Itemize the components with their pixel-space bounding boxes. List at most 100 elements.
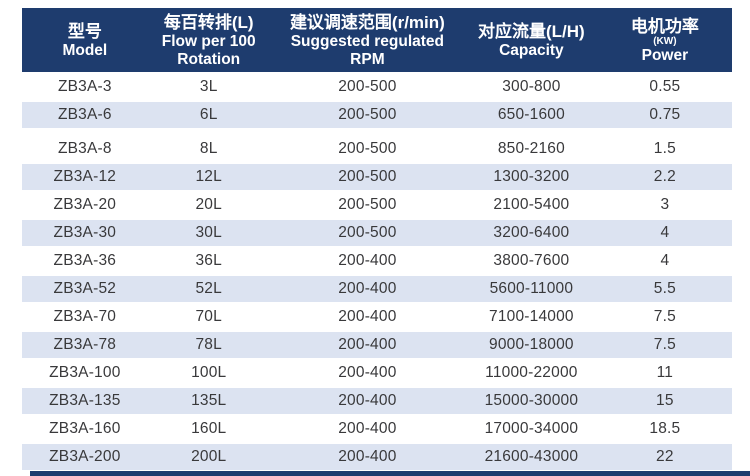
- cell-model: ZB3A-200: [22, 444, 148, 470]
- cell-suggested-rpm: 200-400: [269, 360, 465, 386]
- cell-power: 2.2: [597, 164, 732, 190]
- cell-model: ZB3A-100: [22, 360, 148, 386]
- row-gap-spacer: [22, 130, 732, 134]
- cell-model: ZB3A-3: [22, 74, 148, 100]
- cell-suggested-rpm: 200-500: [269, 102, 465, 128]
- table-row: ZB3A-100 100L 200-400 11000-22000 11: [22, 360, 732, 386]
- header-cell-power: 电机功率 (KW) Power: [597, 8, 732, 72]
- cell-capacity: 3800-7600: [465, 248, 598, 274]
- header-cell-suggested-rpm: 建议调速范围(r/min) Suggested regulated RPM: [269, 8, 465, 72]
- cell-capacity: 21600-43000: [465, 444, 598, 470]
- bottom-accent-bar: [30, 471, 750, 476]
- header-line: (KW): [653, 35, 677, 47]
- cell-power: 11: [597, 360, 732, 386]
- table-row: ZB3A-78 78L 200-400 9000-18000 7.5: [22, 332, 732, 358]
- cell-flow-per-100-rotation: 6L: [147, 102, 270, 128]
- cell-power: 7.5: [597, 304, 732, 330]
- table-row: ZB3A-30 30L 200-500 3200-6400 4: [22, 220, 732, 246]
- cell-suggested-rpm: 200-400: [269, 388, 465, 414]
- header-line: Capacity: [499, 41, 564, 59]
- cell-capacity: 850-2160: [465, 136, 598, 162]
- cell-flow-per-100-rotation: 3L: [147, 74, 270, 100]
- cell-model: ZB3A-78: [22, 332, 148, 358]
- cell-flow-per-100-rotation: 30L: [147, 220, 270, 246]
- cell-flow-per-100-rotation: 52L: [147, 276, 270, 302]
- cell-suggested-rpm: 200-400: [269, 304, 465, 330]
- table-row: ZB3A-200 200L 200-400 21600-43000 22: [22, 444, 732, 470]
- cell-power: 4: [597, 220, 732, 246]
- cell-capacity: 5600-11000: [465, 276, 598, 302]
- cell-suggested-rpm: 200-500: [269, 136, 465, 162]
- cell-suggested-rpm: 200-500: [269, 164, 465, 190]
- cell-power: 7.5: [597, 332, 732, 358]
- table-row: ZB3A-8 8L 200-500 850-2160 1.5: [22, 136, 732, 162]
- header-cell-flow-per-100-rotation: 每百转排(L) Flow per 100 Rotation: [147, 8, 270, 72]
- cell-flow-per-100-rotation: 12L: [147, 164, 270, 190]
- cell-capacity: 11000-22000: [465, 360, 598, 386]
- cell-suggested-rpm: 200-500: [269, 74, 465, 100]
- table-row: ZB3A-36 36L 200-400 3800-7600 4: [22, 248, 732, 274]
- cell-capacity: 15000-30000: [465, 388, 598, 414]
- table-row: ZB3A-160 160L 200-400 17000-34000 18.5: [22, 416, 732, 442]
- header-cell-capacity: 对应流量(L/H) Capacity: [465, 8, 598, 72]
- cell-suggested-rpm: 200-400: [269, 276, 465, 302]
- header-line: Suggested regulated: [290, 32, 445, 50]
- cell-model: ZB3A-12: [22, 164, 148, 190]
- header-line: 型号: [67, 21, 102, 41]
- header-line: 每百转排(L): [163, 12, 254, 32]
- cell-model: ZB3A-135: [22, 388, 148, 414]
- cell-model: ZB3A-160: [22, 416, 148, 442]
- table-body: ZB3A-3 3L 200-500 300-800 0.55 ZB3A-6 6L 200-50…: [22, 74, 732, 470]
- cell-model: ZB3A-6: [22, 102, 148, 128]
- table-row: ZB3A-12 12L 200-500 1300-3200 2.2: [22, 164, 732, 190]
- table-row: ZB3A-6 6L 200-500 650-1600 0.75: [22, 102, 732, 128]
- cell-flow-per-100-rotation: 8L: [147, 136, 270, 162]
- row-gap-spacer-cell: [22, 130, 732, 134]
- cell-capacity: 650-1600: [465, 102, 598, 128]
- cell-model: ZB3A-36: [22, 248, 148, 274]
- cell-model: ZB3A-30: [22, 220, 148, 246]
- cell-model: ZB3A-8: [22, 136, 148, 162]
- cell-model: ZB3A-20: [22, 192, 148, 218]
- header-line: Power: [641, 46, 689, 64]
- table-row: ZB3A-52 52L 200-400 5600-11000 5.5: [22, 276, 732, 302]
- cell-model: ZB3A-52: [22, 276, 148, 302]
- cell-suggested-rpm: 200-400: [269, 444, 465, 470]
- header-line: 电机功率: [630, 16, 699, 36]
- header-line: Flow per 100: [161, 32, 256, 50]
- table-row: ZB3A-3 3L 200-500 300-800 0.55: [22, 74, 732, 100]
- header-line: 对应流量(L/H): [478, 21, 585, 41]
- cell-capacity: 1300-3200: [465, 164, 598, 190]
- cell-flow-per-100-rotation: 70L: [147, 304, 270, 330]
- cell-capacity: 17000-34000: [465, 416, 598, 442]
- cell-capacity: 7100-14000: [465, 304, 598, 330]
- cell-model: ZB3A-70: [22, 304, 148, 330]
- cell-power: 1.5: [597, 136, 732, 162]
- cell-suggested-rpm: 200-400: [269, 332, 465, 358]
- cell-flow-per-100-rotation: 36L: [147, 248, 270, 274]
- header-cell-model: 型号 Model: [22, 8, 148, 72]
- table-row: ZB3A-20 20L 200-500 2100-5400 3: [22, 192, 732, 218]
- header-line: 建议调速范围(r/min): [289, 12, 445, 32]
- cell-power: 4: [597, 248, 732, 274]
- header-line: Rotation: [177, 50, 241, 68]
- cell-power: 3: [597, 192, 732, 218]
- table-header: 型号 Model 每百转排(L) Flow per 100 Rotation 建议调速范围…: [22, 8, 732, 72]
- cell-flow-per-100-rotation: 200L: [147, 444, 270, 470]
- cell-flow-per-100-rotation: 78L: [147, 332, 270, 358]
- cell-suggested-rpm: 200-500: [269, 220, 465, 246]
- cell-power: 22: [597, 444, 732, 470]
- header-line: RPM: [350, 50, 385, 68]
- cell-capacity: 300-800: [465, 74, 598, 100]
- cell-flow-per-100-rotation: 160L: [147, 416, 270, 442]
- cell-flow-per-100-rotation: 135L: [147, 388, 270, 414]
- cell-power: 15: [597, 388, 732, 414]
- product-spec-table: 型号 Model 每百转排(L) Flow per 100 Rotation 建议调速范围…: [22, 6, 732, 472]
- table-header-row: 型号 Model 每百转排(L) Flow per 100 Rotation 建议调速范围…: [22, 8, 732, 72]
- cell-power: 0.55: [597, 74, 732, 100]
- cell-power: 0.75: [597, 102, 732, 128]
- table-row: ZB3A-135 135L 200-400 15000-30000 15: [22, 388, 732, 414]
- cell-suggested-rpm: 200-400: [269, 416, 465, 442]
- cell-power: 18.5: [597, 416, 732, 442]
- header-line: Model: [62, 41, 108, 59]
